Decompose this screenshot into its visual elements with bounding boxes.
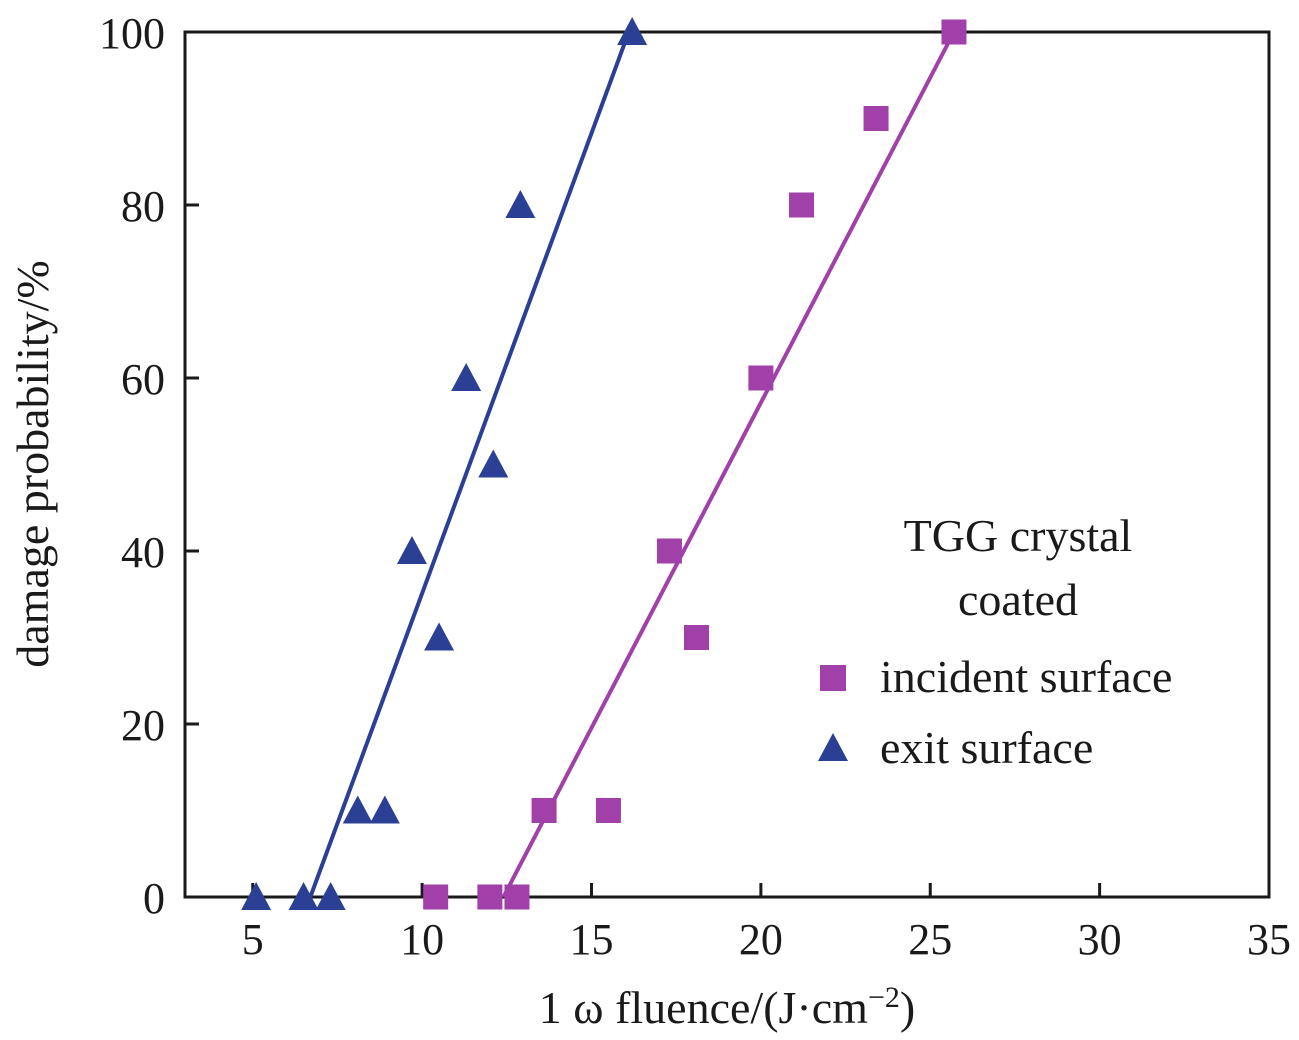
legend-marker-incident-surface [820, 665, 846, 691]
point-exit-surface [369, 795, 400, 824]
legend-title-line-1: TGG crystal [904, 510, 1133, 561]
point-incident-surface [941, 19, 967, 45]
point-incident-surface [423, 884, 449, 910]
point-exit-surface [617, 17, 648, 45]
x-axis-label-end: ) [900, 982, 915, 1033]
point-exit-surface [478, 449, 509, 478]
legend-label-incident-surface: incident surface [880, 651, 1172, 702]
x-axis-label: 1 ω fluence/(J·cm−2) [539, 981, 915, 1033]
fit-line-incident-surface [501, 31, 956, 898]
point-incident-surface [595, 798, 621, 823]
y-tick-label: 100 [99, 9, 165, 58]
point-incident-surface [789, 192, 815, 218]
point-incident-surface [531, 798, 557, 823]
x-tick-label: 10 [400, 915, 444, 964]
x-axis-label-sup: −2 [868, 981, 900, 1014]
point-incident-surface [684, 625, 710, 650]
point-exit-surface [342, 795, 373, 824]
point-incident-surface [748, 365, 774, 391]
legend-marker-exit-surface [818, 733, 848, 761]
y-axis-label: damage probability/% [7, 260, 58, 668]
point-exit-surface [396, 536, 427, 564]
x-tick-label: 5 [242, 915, 264, 964]
x-axis: 5 10 15 20 25 30 35 [242, 883, 1291, 964]
point-incident-surface [504, 884, 530, 910]
point-incident-surface [863, 106, 889, 131]
x-tick-label: 25 [908, 915, 952, 964]
legend: TGG crystal coated incident surface exit… [818, 510, 1172, 773]
x-tick-label: 35 [1247, 915, 1291, 964]
y-tick-label: 80 [121, 182, 165, 231]
y-axis: 0 20 40 60 80 100 [99, 9, 199, 923]
y-tick-label: 40 [121, 528, 165, 577]
fit-line-exit-surface [308, 31, 631, 898]
point-incident-surface [477, 884, 503, 910]
y-tick-label: 60 [121, 355, 165, 404]
data-points [241, 17, 967, 910]
x-tick-label: 20 [739, 915, 783, 964]
point-exit-surface [505, 190, 536, 218]
fit-lines [308, 31, 956, 898]
point-exit-surface [315, 882, 346, 910]
point-exit-surface [424, 622, 455, 651]
plot-frame [183, 30, 1271, 899]
x-tick-label: 30 [1078, 915, 1122, 964]
legend-title-line-2: coated [958, 574, 1078, 625]
point-exit-surface [241, 882, 272, 910]
point-exit-surface [288, 882, 319, 910]
legend-label-exit-surface: exit surface [880, 722, 1093, 773]
point-incident-surface [656, 538, 682, 564]
y-tick-label: 0 [143, 874, 165, 923]
y-tick-label: 20 [121, 701, 165, 750]
x-axis-label-main: 1 ω fluence/(J·cm [539, 982, 868, 1033]
point-exit-surface [451, 363, 482, 391]
x-tick-label: 15 [570, 915, 614, 964]
